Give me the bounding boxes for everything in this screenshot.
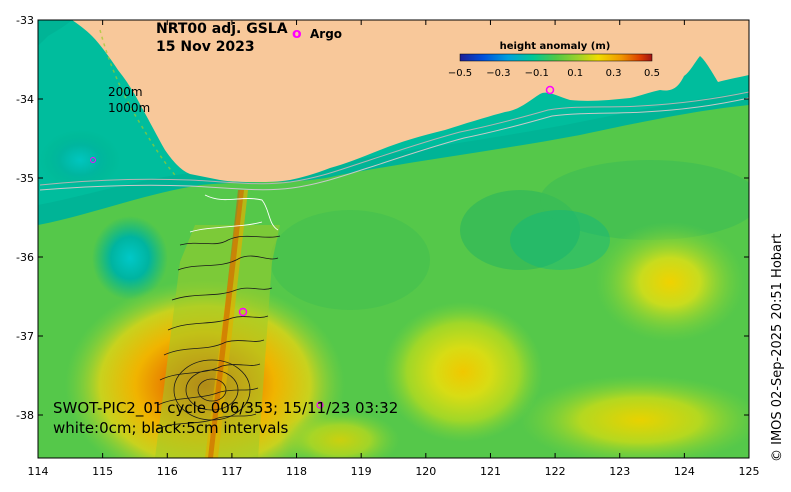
lon-tick-label: 119 xyxy=(351,465,372,478)
warm-eddy-south xyxy=(520,375,749,458)
ocean-band xyxy=(270,210,430,310)
warm-eddy-east xyxy=(595,222,745,342)
lon-tick-label: 121 xyxy=(480,465,501,478)
imos-credit: © IMOS 02-Sep-2025 20:51 Hobart xyxy=(770,234,785,462)
colorbar-tick-label: 0.5 xyxy=(644,68,660,79)
lon-tick-label: 122 xyxy=(545,465,566,478)
argo-float-marker xyxy=(90,157,96,163)
isobath-200m xyxy=(39,91,749,186)
swot-swath xyxy=(155,190,281,458)
latitude-axis: -33 -34 -35 -36 -37 -38 xyxy=(16,14,749,422)
warm-eddy-center xyxy=(383,302,543,442)
ocean-band xyxy=(540,160,749,240)
swot-caption-contours: white:0cm; black:5cm intervals xyxy=(53,419,289,437)
map-title-date: 15 Nov 2023 xyxy=(156,39,255,55)
plot-frame xyxy=(37,19,750,459)
colorbar-tick-label: 0.1 xyxy=(567,68,583,79)
colorbar-tick-label: 0.3 xyxy=(606,68,622,79)
argo-legend-label: Argo xyxy=(310,27,342,41)
lon-tick-label: 124 xyxy=(674,465,695,478)
colorbar: height anomaly (m) −0.5 −0.3 −0.1 0.1 0.3 0.5 xyxy=(448,41,660,79)
cold-patch xyxy=(510,210,610,270)
lon-tick-label: 120 xyxy=(415,465,436,478)
map-title-product: NRT00 adj. GSLA xyxy=(156,21,288,37)
map-plot-area xyxy=(38,20,749,458)
cold-eddy xyxy=(92,216,168,300)
longitude-axis: 114 115 116 117 118 119 120 121 122 123 124 125 xyxy=(28,20,760,478)
lat-tick-label: -35 xyxy=(16,172,34,185)
colorbar-gradient xyxy=(459,53,653,62)
lat-tick-label: -34 xyxy=(16,93,34,106)
lon-tick-label: 125 xyxy=(739,465,760,478)
lon-tick-label: 118 xyxy=(286,465,307,478)
isobath-label-1000m: 1000m xyxy=(108,101,150,115)
lat-tick-label: -37 xyxy=(16,330,34,343)
lat-tick-label: -38 xyxy=(16,409,34,422)
cold-eddy xyxy=(40,130,120,190)
lat-tick-label: -33 xyxy=(16,14,34,27)
colorbar-tick-label: −0.1 xyxy=(525,68,549,79)
warm-patch xyxy=(280,410,400,458)
lon-tick-label: 114 xyxy=(28,465,49,478)
isobath-1000m xyxy=(39,97,749,191)
lon-tick-label: 115 xyxy=(92,465,113,478)
colorbar-tick-label: −0.5 xyxy=(448,68,472,79)
argo-floats xyxy=(90,85,555,409)
shelf-corner xyxy=(38,20,72,46)
colorbar-title: height anomaly (m) xyxy=(500,41,611,52)
argo-float-marker xyxy=(238,307,248,317)
swot-caption-pass: SWOT-PIC2_01 cycle 006/353; 15/11/23 03:… xyxy=(53,399,398,418)
lon-tick-label: 123 xyxy=(609,465,630,478)
argo-legend-icon: o xyxy=(292,26,302,42)
isobath-label-200m: 200m xyxy=(108,85,143,99)
lon-tick-label: 116 xyxy=(157,465,178,478)
lon-tick-label: 117 xyxy=(221,465,242,478)
argo-float-marker xyxy=(316,401,324,409)
lat-tick-label: -36 xyxy=(16,251,34,264)
colorbar-tick-label: −0.3 xyxy=(486,68,510,79)
argo-float-marker xyxy=(545,85,555,95)
